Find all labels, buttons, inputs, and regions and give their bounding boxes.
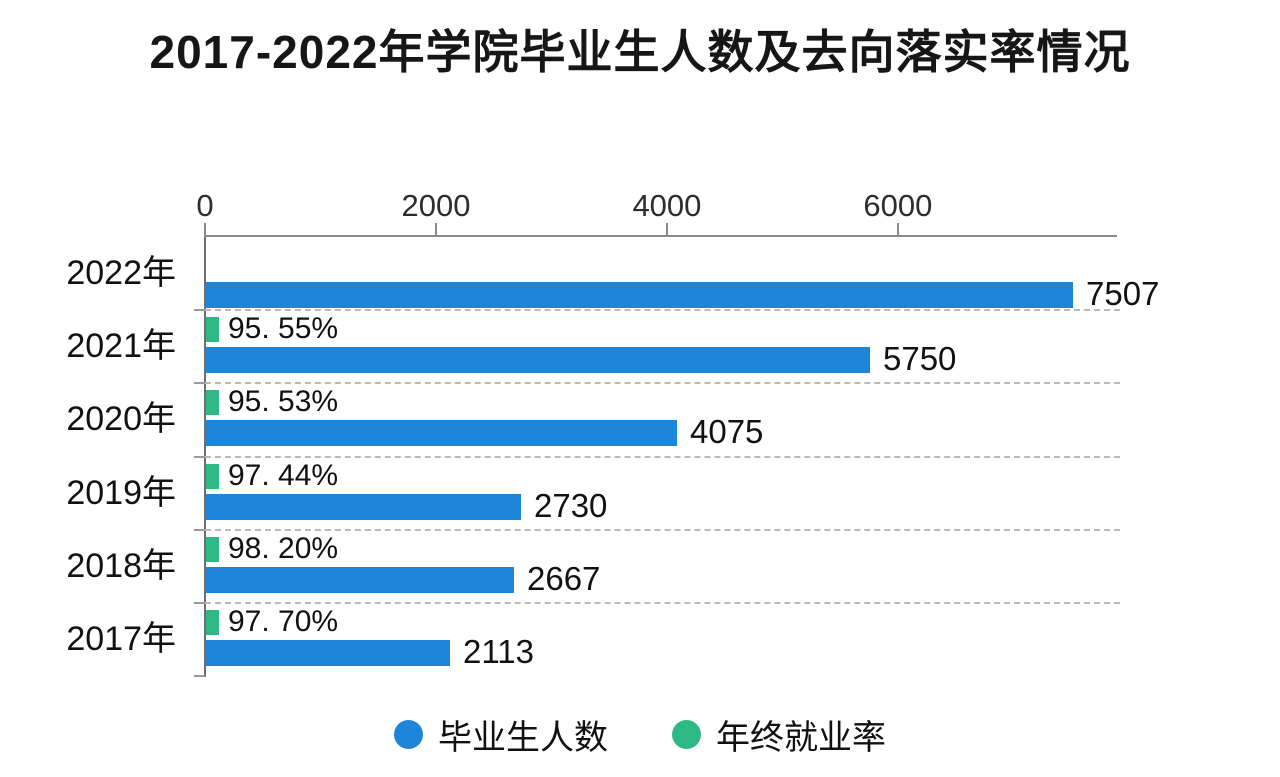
y-tick-mark [194, 382, 205, 385]
x-axis-line [204, 235, 1117, 237]
graduates-value-label: 2667 [527, 559, 601, 597]
bar-graduates [206, 566, 514, 593]
bar-employment-rate [206, 390, 219, 416]
legend-dot-employment-rate-icon [672, 720, 701, 749]
graduates-value-label: 2730 [534, 486, 608, 524]
y-axis-label: 2019年 [66, 473, 176, 512]
legend-item-graduates: 毕业生人数 [394, 710, 608, 759]
x-tick-label: 0 [196, 188, 214, 223]
bar-graduates [206, 420, 677, 447]
gridline [205, 455, 1120, 458]
bar-employment-rate [206, 609, 219, 635]
y-axis-label: 2018年 [66, 546, 176, 585]
x-tick-mark [434, 223, 437, 235]
legend: 毕业生人数 年终就业率 [0, 710, 1280, 759]
graduates-value-label: 2113 [463, 632, 534, 670]
bar-employment-rate [206, 536, 219, 562]
x-tick-label: 6000 [863, 188, 933, 223]
rate-value-label: 95. 53% [228, 385, 339, 419]
gridline [205, 382, 1120, 385]
gridline [205, 309, 1120, 312]
x-tick-mark [204, 223, 206, 235]
gridline [205, 528, 1120, 531]
rate-value-label: 97. 70% [228, 604, 339, 638]
y-axis-label: 2020年 [66, 400, 176, 439]
bar-graduates [206, 347, 870, 374]
legend-label-employment-rate: 年终就业率 [716, 719, 886, 757]
y-axis-label: 2022年 [66, 254, 176, 292]
legend-item-employment-rate: 年终就业率 [672, 710, 886, 759]
rate-value-label: 98. 20% [228, 531, 339, 565]
y-axis-label: 2021年 [66, 327, 176, 366]
y-tick-mark [194, 309, 205, 312]
chart-title: 2017-2022年学院毕业生人数及去向落实率情况 [149, 26, 1131, 78]
rate-value-label: 97. 44% [228, 458, 339, 492]
bar-employment-rate [206, 463, 219, 489]
graduates-value-label: 5750 [883, 340, 957, 378]
bar-graduates [206, 639, 450, 666]
legend-dot-graduates-icon [394, 720, 423, 749]
y-tick-mark [194, 675, 205, 677]
y-tick-mark [194, 528, 205, 531]
x-tick-mark [665, 223, 668, 235]
gridline [205, 601, 1120, 604]
y-tick-mark [194, 455, 205, 458]
x-tick-mark [896, 223, 899, 235]
legend-label-graduates: 毕业生人数 [438, 719, 608, 757]
graduates-value-label: 4075 [690, 413, 764, 451]
y-axis-label: 2017年 [66, 619, 176, 658]
bar-graduates [206, 282, 1073, 308]
graduates-value-label: 7507 [1086, 275, 1160, 312]
y-tick-mark [194, 601, 205, 604]
x-tick-label: 2000 [401, 188, 471, 223]
bar-graduates [206, 493, 521, 520]
bar-employment-rate [206, 317, 219, 343]
x-tick-label: 4000 [632, 188, 702, 223]
rate-value-label: 95. 55% [228, 312, 339, 346]
